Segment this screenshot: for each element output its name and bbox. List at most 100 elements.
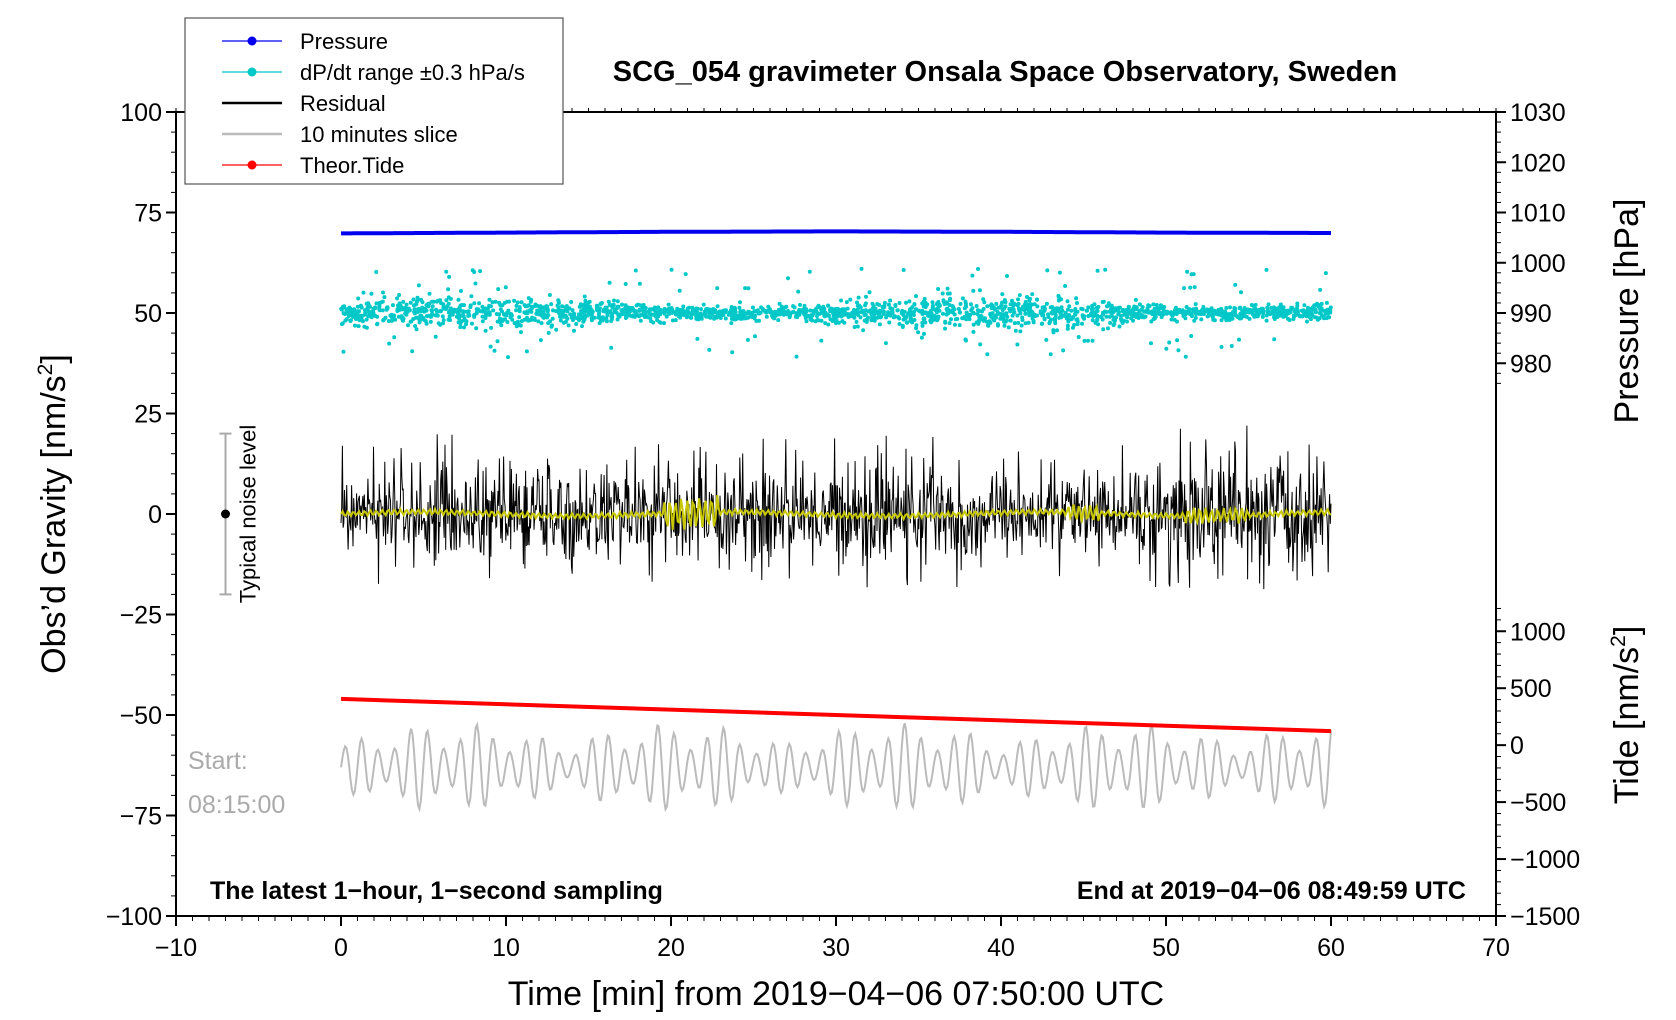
dpdt-point [701, 302, 706, 307]
dpdt-point [677, 288, 682, 293]
dpdt-point [1134, 305, 1139, 310]
dpdt-point [1229, 344, 1234, 348]
dpdt-point [468, 303, 473, 308]
dpdt-point [888, 298, 893, 303]
legend-label: dP/dt range ±0.3 hPa/s [300, 60, 525, 85]
x-tick-label: 70 [1482, 934, 1510, 962]
x-tick-label: 20 [657, 934, 685, 962]
y-axis-title-left-close: ] [35, 354, 73, 363]
dpdt-point [846, 314, 851, 318]
dpdt-point [1109, 303, 1114, 308]
dpdt-point [590, 309, 595, 314]
dpdt-point [1131, 311, 1136, 316]
dpdt-point [794, 354, 799, 359]
dpdt-point [342, 304, 347, 309]
dpdt-point [963, 299, 968, 304]
dpdt-point [366, 302, 371, 307]
dpdt-point [1217, 312, 1222, 317]
y-axis-title-tide-close: ] [1608, 626, 1646, 635]
dpdt-point [517, 322, 522, 327]
dpdt-point [1242, 306, 1247, 310]
dpdt-point [512, 321, 517, 326]
dpdt-point [616, 313, 621, 318]
dpdt-point [1325, 307, 1330, 312]
dpdt-point [1149, 341, 1153, 346]
dpdt-point [430, 311, 435, 316]
dpdt-point [1122, 312, 1127, 317]
dpdt-point [971, 288, 976, 293]
dpdt-point [1071, 325, 1075, 330]
dpdt-point [1005, 274, 1009, 278]
dpdt-point [412, 311, 417, 316]
dpdt-point [1233, 282, 1238, 287]
dpdt-point [563, 319, 568, 324]
dpdt-point [404, 302, 409, 307]
dpdt-point [684, 309, 689, 314]
dpdt-point [370, 310, 374, 315]
dpdt-point [858, 315, 863, 320]
dpdt-point [433, 334, 438, 339]
end-time-note: End at 2019−04−06 08:49:59 UTC [1077, 877, 1466, 905]
dpdt-point [715, 286, 720, 291]
dpdt-point [447, 314, 452, 319]
dpdt-point [821, 304, 826, 309]
dpdt-point [967, 313, 972, 318]
dpdt-point [554, 309, 558, 314]
dpdt-point [785, 311, 790, 316]
dpdt-point [549, 302, 554, 307]
y-axis-title-tide-sup: 2 [1607, 635, 1630, 647]
dpdt-point [757, 318, 762, 323]
dpdt-point [1264, 313, 1269, 318]
dpdt-point [438, 298, 443, 303]
dpdt-point [798, 302, 802, 307]
dpdt-point [609, 303, 614, 308]
dpdt-point [666, 302, 671, 307]
dpdt-point [413, 302, 418, 307]
dpdt-point [900, 323, 905, 328]
x-tick-label: 10 [492, 934, 520, 962]
dpdt-point [1193, 302, 1198, 307]
dpdt-point [1010, 298, 1014, 303]
dpdt-point [606, 299, 611, 304]
dpdt-point [888, 306, 893, 311]
noise-level-indicator [219, 432, 232, 596]
dpdt-point [852, 325, 857, 329]
dpdt-point [833, 321, 838, 325]
dpdt-point [1281, 305, 1286, 310]
dpdt-point [446, 295, 451, 300]
dpdt-point [861, 328, 866, 333]
dpdt-point [796, 289, 801, 294]
dpdt-point [416, 283, 421, 288]
dpdt-point [1199, 317, 1204, 322]
dpdt-point [500, 309, 504, 314]
dpdt-point [826, 313, 831, 318]
dpdt-point [988, 320, 993, 325]
legend-marker [247, 67, 257, 77]
dpdt-point [802, 303, 807, 308]
dpdt-point [867, 290, 872, 295]
dpdt-point [764, 310, 769, 315]
dpdt-point [589, 318, 594, 323]
dpdt-point [971, 329, 976, 334]
dpdt-point [1050, 305, 1055, 309]
tide-tick-label: 1000 [1510, 618, 1566, 646]
dpdt-point [941, 311, 945, 316]
dpdt-point [525, 309, 530, 314]
dpdt-point [449, 307, 454, 312]
dpdt-point [499, 323, 504, 328]
dpdt-point [950, 304, 955, 309]
dpdt-point [971, 310, 976, 315]
dpdt-point [1113, 318, 1118, 323]
dpdt-point [729, 321, 734, 326]
dpdt-point [438, 322, 443, 327]
dpdt-point [348, 319, 353, 323]
dpdt-point [882, 300, 887, 305]
dpdt-point [538, 338, 543, 343]
dpdt-point [845, 306, 850, 311]
dpdt-point [904, 300, 908, 305]
dpdt-point [377, 304, 382, 309]
dpdt-point [930, 300, 935, 305]
dpdt-point [633, 268, 638, 273]
dpdt-point [980, 309, 984, 314]
dpdt-point [656, 305, 661, 310]
